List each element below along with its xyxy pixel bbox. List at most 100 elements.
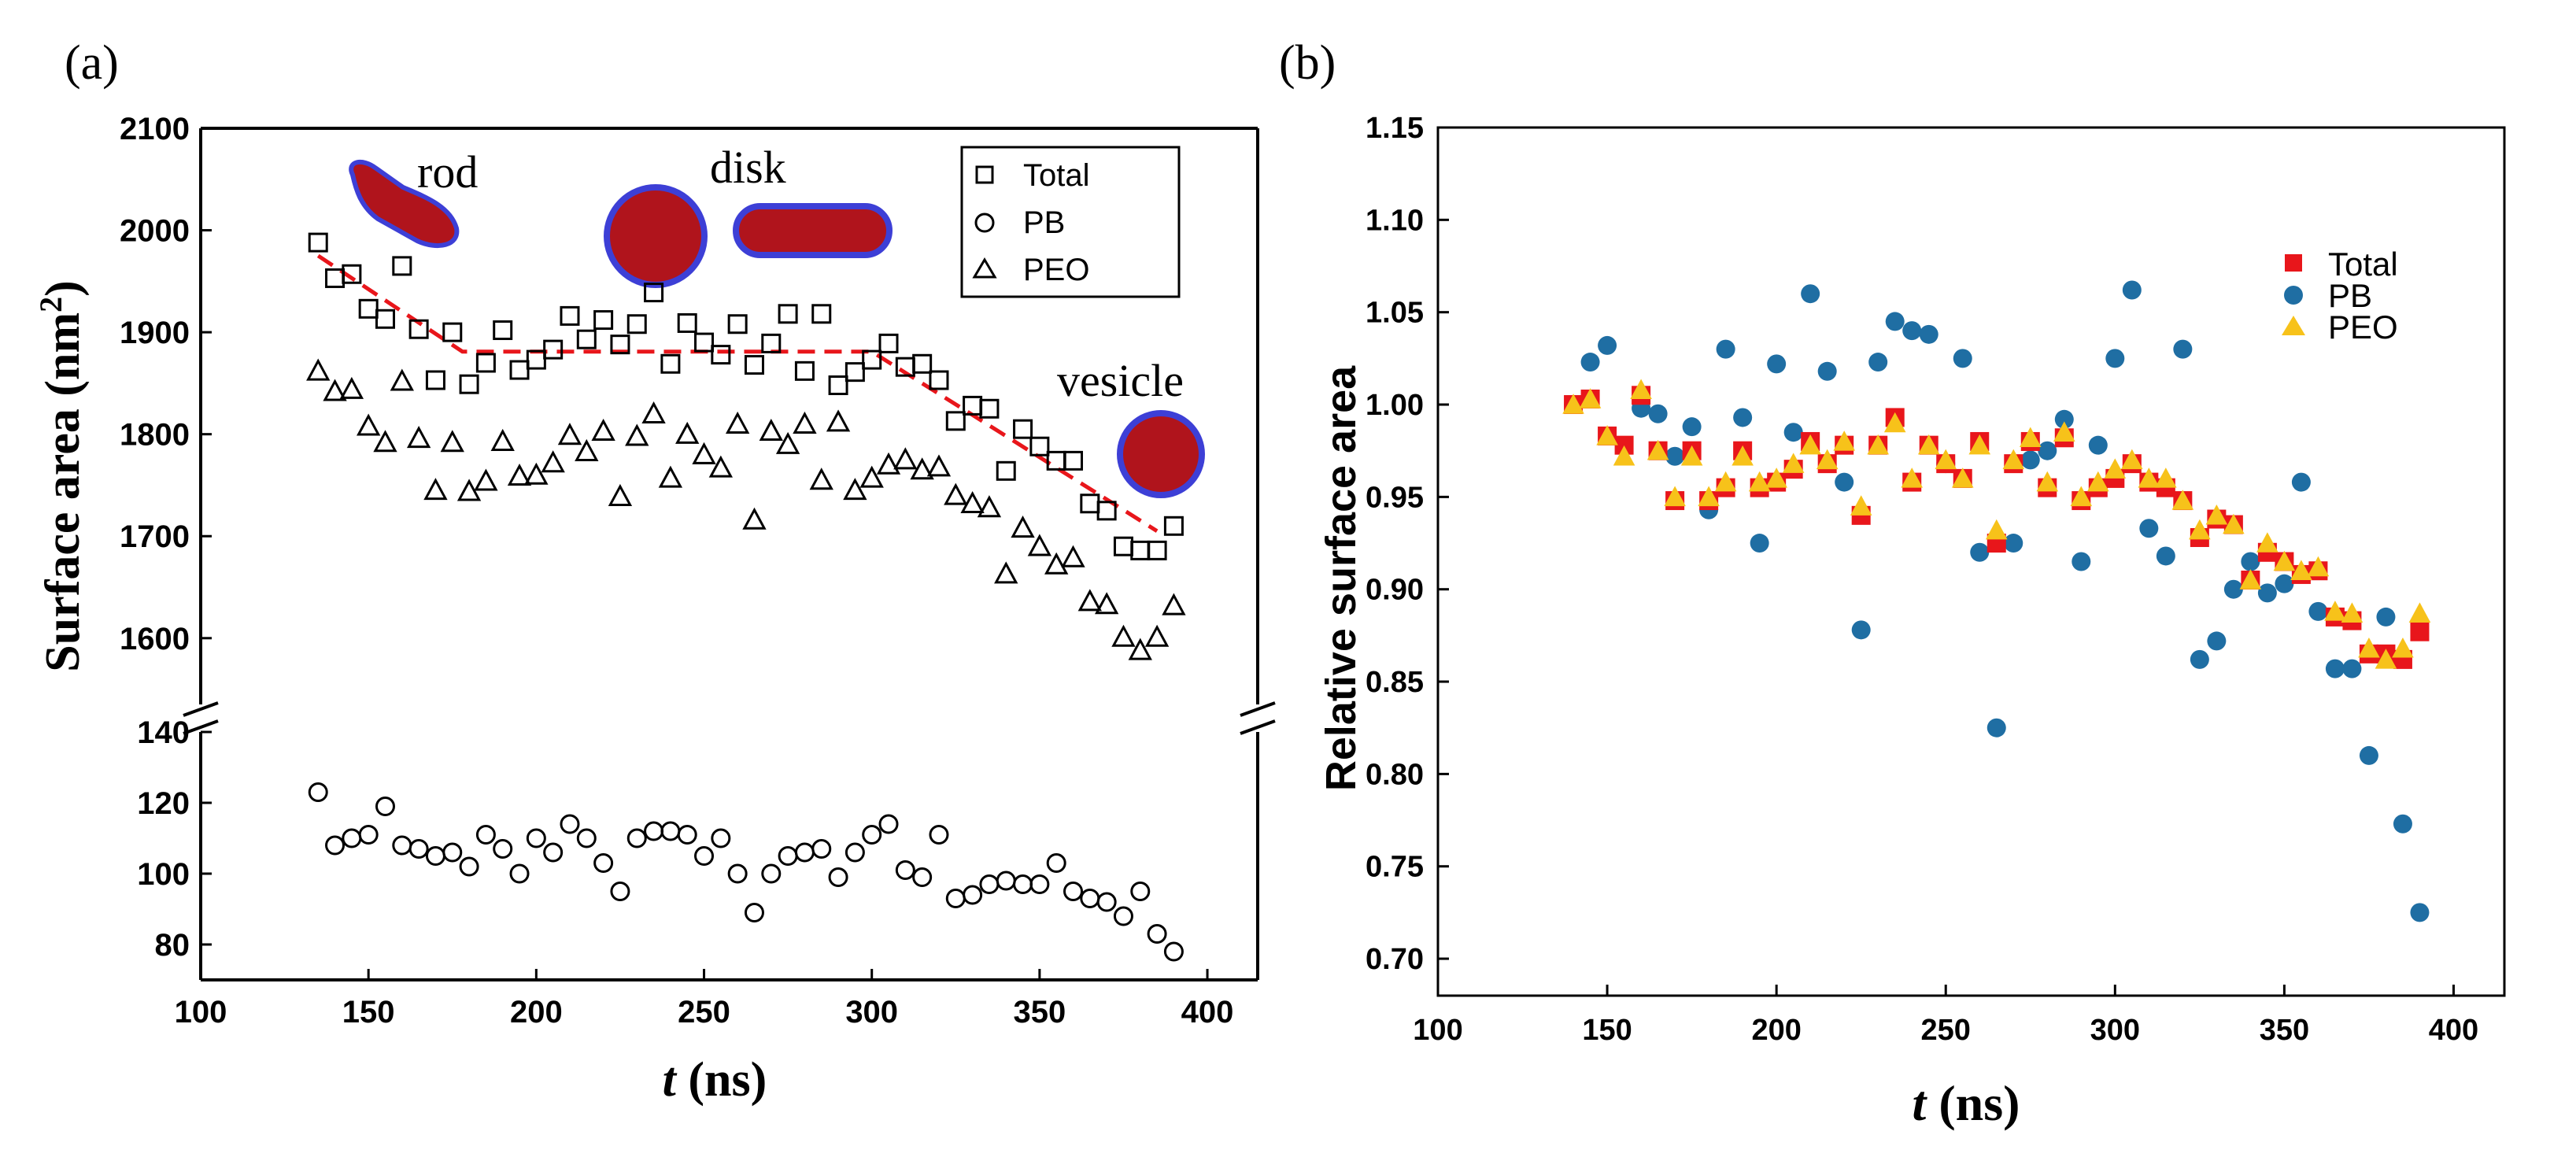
axis-break-mark	[1240, 701, 1276, 717]
panel-b-y-tick-label: 0.90	[1366, 574, 1424, 607]
point-peo-relative	[2290, 560, 2312, 580]
point-pb	[912, 867, 933, 887]
point-pb	[560, 814, 580, 834]
point-total	[677, 312, 697, 333]
panel-a-y-tick-label: 120	[137, 786, 190, 821]
axis-break-mark	[183, 701, 219, 717]
point-total	[1080, 493, 1100, 514]
point-pb	[342, 828, 362, 848]
point-peo-relative	[1732, 445, 1754, 466]
point-pb	[963, 885, 983, 905]
point-pb	[862, 825, 882, 845]
panel-b-y-tick-label: 0.85	[1366, 666, 1424, 699]
point-peo-relative	[2002, 449, 2025, 470]
point-peo-relative	[2070, 486, 2093, 507]
point-peo	[591, 418, 615, 442]
point-peo-relative	[1901, 468, 1924, 488]
panel-b-y-tick-label: 0.75	[1366, 851, 1424, 884]
point-pb-relative	[1801, 284, 1820, 304]
rod-icon	[349, 159, 460, 249]
point-pb	[794, 842, 815, 863]
point-pb	[1113, 906, 1133, 926]
point-peo	[994, 561, 1018, 584]
point-pb	[828, 867, 848, 887]
panel-a-y-tick-label: 1900	[120, 316, 190, 350]
point-total	[761, 333, 782, 353]
point-peo-relative	[2036, 471, 2059, 492]
point-peo-relative	[1714, 471, 1737, 492]
point-peo	[692, 442, 716, 464]
point-total	[912, 353, 933, 374]
legend-total-marker	[975, 165, 994, 184]
point-pb-relative	[2410, 903, 2430, 922]
point-pb-relative	[1885, 312, 1905, 331]
point-pb	[660, 821, 681, 841]
point-peo-relative	[1968, 434, 1991, 455]
panel-a-y-axis-title-main: Surface area (nm	[36, 312, 90, 672]
point-total	[459, 374, 479, 394]
point-pb-relative	[2376, 607, 2396, 627]
point-pb	[358, 825, 379, 845]
point-pb-relative	[2393, 814, 2412, 834]
point-pb	[1096, 892, 1117, 912]
point-peo-relative	[2205, 505, 2228, 525]
point-pb-relative	[1750, 534, 1769, 553]
point-pb-relative	[2038, 441, 2057, 460]
panel-b-y-tick-label: 1.10	[1366, 204, 1424, 237]
point-pb-relative	[2257, 583, 2277, 603]
panel-a-x-tick-label: 200	[510, 995, 563, 1029]
legend-total-label-b: Total	[2328, 246, 2398, 283]
point-peo	[742, 507, 767, 530]
point-pb-relative	[2325, 659, 2345, 678]
point-peo	[641, 401, 666, 424]
point-pb-relative	[1682, 417, 1702, 437]
panel-a-x-tick-label: 350	[1013, 995, 1066, 1029]
annotation-disk: disk	[604, 142, 893, 288]
point-pb-relative	[1665, 446, 1685, 466]
point-pb	[844, 842, 865, 863]
point-total	[996, 460, 1016, 481]
point-pb	[325, 835, 346, 856]
point-total	[711, 345, 731, 365]
point-peo-relative	[2307, 556, 2330, 577]
point-pb	[895, 860, 915, 880]
point-pb-relative	[2088, 435, 2108, 455]
point-pb-relative	[1598, 335, 1617, 355]
panel-b-ticks: 100 150 200 250 300 350 400 0.70 0.75 0.80 0.85 0.9…	[1366, 112, 2478, 1047]
point-pb	[459, 856, 479, 877]
point-total	[778, 304, 798, 324]
panel-a-y-tick-label: 1700	[120, 519, 190, 554]
point-pb-relative	[2308, 601, 2328, 621]
point-pb	[576, 828, 597, 848]
point-pb-relative	[2156, 546, 2175, 566]
disk-icon	[604, 184, 708, 288]
point-peo-relative	[2138, 468, 2160, 488]
point-total	[392, 256, 412, 276]
point-peo	[708, 455, 734, 478]
panel-a-x-tick-label: 400	[1181, 995, 1234, 1029]
annotation-vesicle: vesicle	[1057, 355, 1205, 498]
point-peo-relative	[2171, 490, 2194, 510]
point-pb	[1080, 889, 1100, 908]
annotation-vesicle-label: vesicle	[1057, 355, 1184, 406]
point-peo	[524, 462, 549, 485]
point-peo-relative	[1596, 425, 1618, 445]
point-peo-relative	[1748, 471, 1771, 492]
point-peo-relative	[1951, 468, 1974, 488]
point-peo-relative	[2223, 513, 2245, 534]
panel-a-y-tick-label: 80	[155, 928, 190, 963]
point-pb	[979, 874, 1000, 894]
point-peo	[1061, 545, 1085, 567]
panel-a-x-axis-title-rest: (ns)	[676, 1053, 767, 1107]
point-pb	[392, 835, 412, 856]
point-peo	[910, 457, 934, 480]
point-peo	[1111, 624, 1136, 647]
panel-b-x-axis-title: t (ns)	[1913, 1075, 2020, 1131]
point-peo	[1128, 638, 1152, 660]
point-pb	[1147, 924, 1167, 944]
point-peo	[1162, 593, 1186, 615]
annotation-disk-label: disk	[710, 142, 786, 193]
panel-a-y-tick-label: 2100	[120, 112, 190, 146]
panel-a-x-tick-label: 300	[845, 995, 898, 1029]
